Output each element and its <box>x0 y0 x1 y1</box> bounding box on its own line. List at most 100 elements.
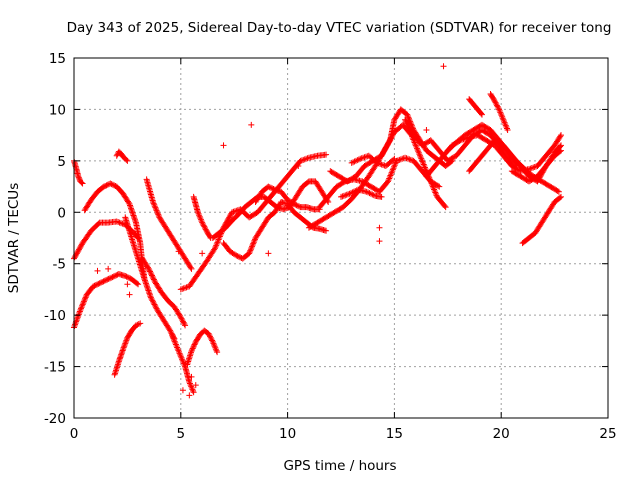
y-tick-label: 0 <box>57 205 66 221</box>
data-point <box>558 132 565 139</box>
data-point <box>137 320 144 327</box>
data-point <box>403 119 410 126</box>
data-point <box>75 246 82 253</box>
data-point <box>213 242 220 249</box>
data-point <box>420 160 427 167</box>
data-point <box>105 265 112 272</box>
data-point <box>347 190 354 197</box>
data-point <box>384 178 391 185</box>
data-point <box>113 152 120 159</box>
data-point <box>478 111 485 118</box>
data-point <box>151 277 158 284</box>
data-point <box>351 158 358 165</box>
data-point <box>374 159 381 166</box>
data-point <box>504 127 511 133</box>
data-point <box>421 164 428 171</box>
data-point <box>382 146 389 153</box>
data-point <box>292 201 299 208</box>
data-point <box>265 183 272 190</box>
data-point <box>342 192 349 199</box>
data-point <box>76 308 83 315</box>
data-point <box>491 98 498 105</box>
data-point <box>91 282 98 289</box>
data-point <box>365 189 372 196</box>
data-point <box>377 160 384 167</box>
data-point <box>82 294 89 301</box>
data-point <box>301 156 308 163</box>
data-point <box>392 160 399 167</box>
data-point <box>387 172 394 179</box>
data-point <box>149 297 156 304</box>
data-point <box>151 203 158 210</box>
data-point <box>417 154 424 161</box>
data-point <box>415 148 422 155</box>
data-point <box>554 187 561 194</box>
data-point <box>199 250 206 257</box>
data-point <box>150 300 157 307</box>
data-point <box>113 218 120 225</box>
data-point <box>211 245 218 252</box>
data-point <box>399 155 406 162</box>
data-point <box>246 249 253 256</box>
data-point <box>503 124 510 131</box>
y-axis-label: SDTVAR / TECUs <box>6 183 22 293</box>
data-point <box>404 121 411 128</box>
data-point <box>179 318 186 325</box>
data-point <box>216 235 223 241</box>
data-point <box>234 253 241 260</box>
data-point <box>180 360 187 367</box>
data-point <box>79 180 86 187</box>
data-point <box>391 162 398 169</box>
plot-frame <box>73 57 609 419</box>
data-point <box>500 116 507 123</box>
data-point <box>383 143 390 150</box>
data-point <box>188 348 195 355</box>
data-point <box>124 157 131 164</box>
data-point <box>82 295 89 302</box>
data-point <box>188 383 195 390</box>
data-point <box>378 152 385 159</box>
data-point <box>173 343 180 349</box>
data-point <box>123 273 130 280</box>
data-point <box>180 285 187 292</box>
data-point <box>419 158 426 165</box>
data-point <box>121 343 128 350</box>
data-point <box>190 389 197 396</box>
data-point <box>358 155 365 162</box>
data-point <box>78 304 85 311</box>
data-point <box>188 373 195 380</box>
data-point <box>134 321 141 328</box>
data-point <box>212 243 219 250</box>
data-point <box>405 115 412 122</box>
data-point <box>172 341 179 348</box>
data-point <box>147 268 154 275</box>
data-point <box>75 247 82 254</box>
data-point <box>558 193 565 200</box>
data-point <box>180 359 187 366</box>
data-point <box>120 344 127 351</box>
data-point <box>154 208 161 215</box>
data-point <box>416 151 423 158</box>
data-point <box>190 342 197 349</box>
data-point <box>390 156 397 163</box>
data-point <box>300 156 307 163</box>
data-point <box>384 141 391 148</box>
data-point <box>177 314 184 321</box>
data-point <box>95 280 102 287</box>
data-point <box>294 202 301 209</box>
data-point <box>105 275 112 282</box>
data-point <box>75 311 82 318</box>
data-point <box>414 146 421 153</box>
series-track-27 <box>519 193 565 247</box>
data-point <box>178 354 185 361</box>
data-point <box>109 274 116 281</box>
data-point <box>132 322 139 329</box>
data-point <box>79 301 86 308</box>
data-point <box>179 387 186 394</box>
data-point <box>195 210 202 217</box>
data-point <box>83 292 90 299</box>
data-point <box>92 282 99 289</box>
data-point <box>495 105 502 112</box>
data-point <box>422 165 429 172</box>
